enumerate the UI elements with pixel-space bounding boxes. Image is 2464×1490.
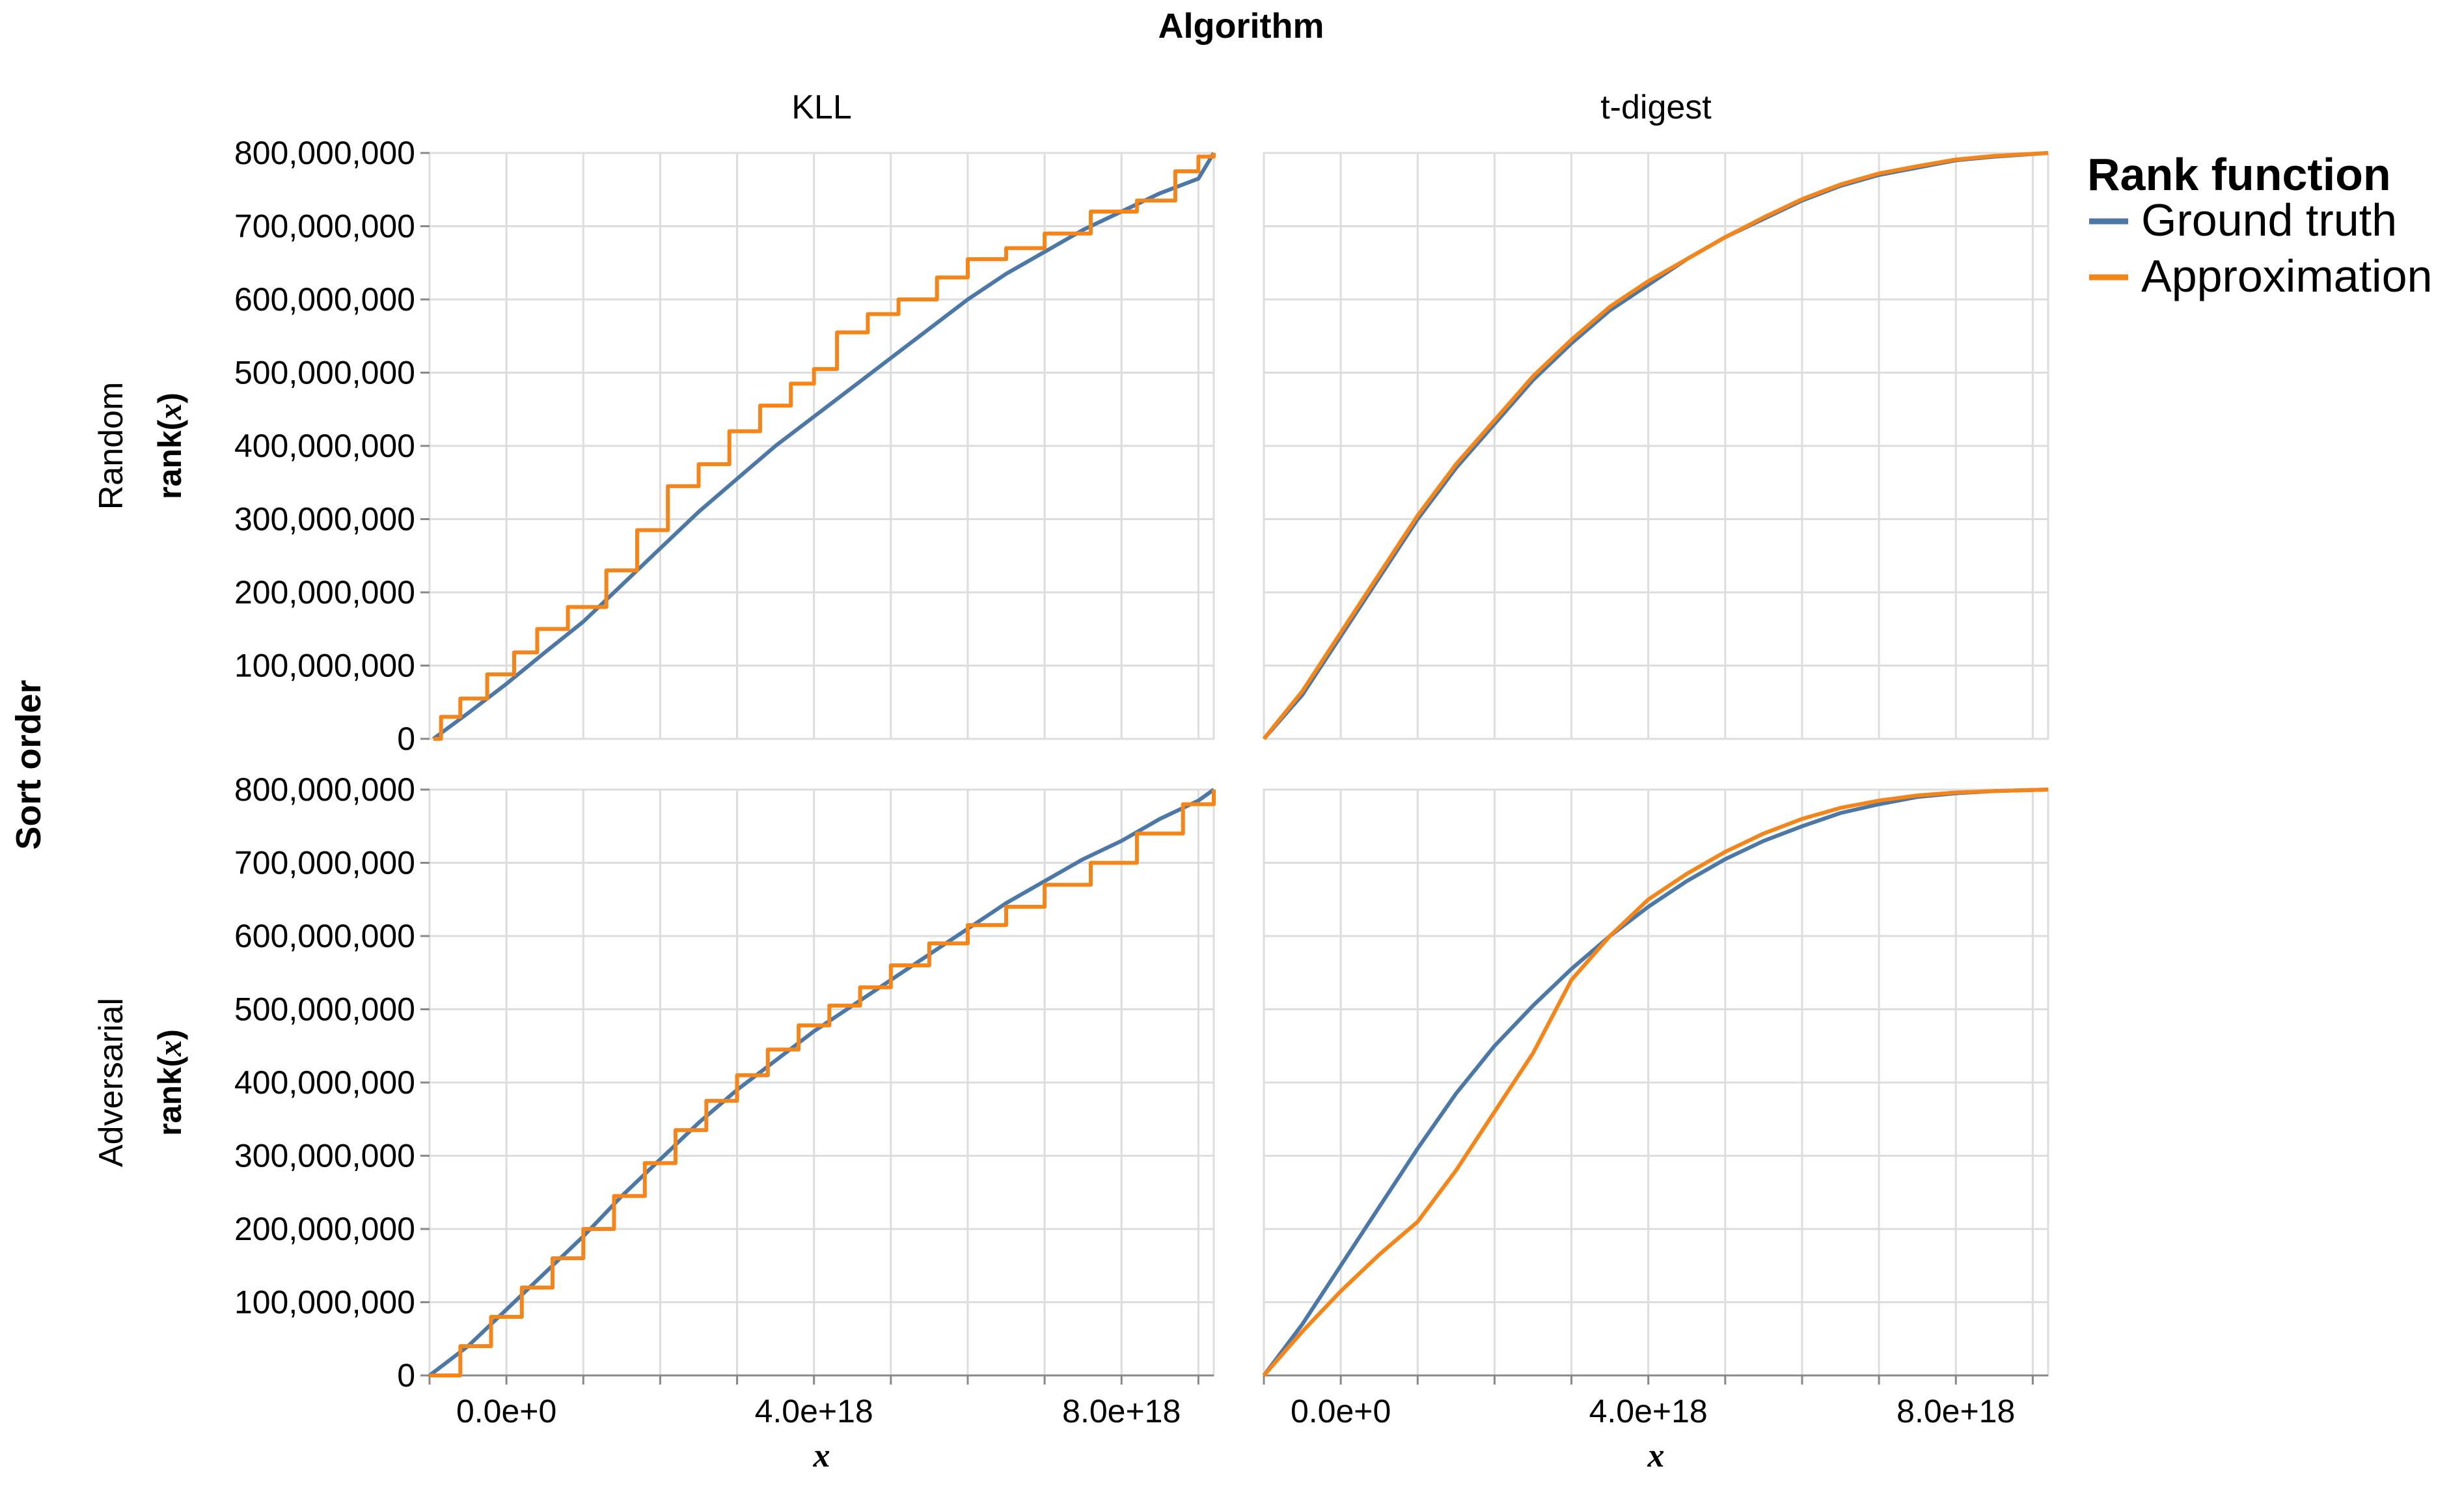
- facet-panels: KLL t-digest Random rank(x) Adversarial rank(…: [92, 89, 2049, 1474]
- x-axis-title: x: [813, 1437, 830, 1474]
- y-tick-label: 400,000,000: [234, 1064, 415, 1101]
- ground-truth-line: [428, 788, 1215, 1377]
- facet-panel: [1262, 151, 2049, 740]
- y-tick-label: 700,000,000: [234, 845, 415, 881]
- approximation-line: [1262, 788, 2049, 1377]
- y-tick-label: 400,000,000: [234, 428, 415, 464]
- y-tick-label: 100,000,000: [234, 648, 415, 684]
- legend-label: Approximation: [2141, 251, 2432, 301]
- facet-panel: 0 100,000,000 200,000,000 300,000,000 400,00…: [234, 771, 1216, 1474]
- facet-row-title: Adversarial: [92, 998, 130, 1167]
- legend: Rank function Ground truth Approximation: [2087, 149, 2432, 301]
- x-tick-label: 0.0e+0: [456, 1393, 556, 1429]
- x-tick-label: 8.0e+18: [1896, 1393, 2015, 1429]
- y-tick-label: 300,000,000: [234, 1138, 415, 1174]
- ground-truth-line: [1262, 788, 2049, 1377]
- y-tick-label: 800,000,000: [234, 135, 415, 171]
- x-tick-label: 8.0e+18: [1062, 1393, 1181, 1429]
- x-tick-label: 0.0e+0: [1291, 1393, 1391, 1429]
- facet-row-title: Random: [92, 382, 130, 510]
- y-tick-label: 0: [397, 721, 415, 757]
- facet-column-title: t-digest: [1600, 89, 1712, 126]
- facet-column-title: KLL: [791, 89, 852, 126]
- y-tick-label: 600,000,000: [234, 918, 415, 954]
- y-axis-title: rank(x): [152, 1029, 188, 1136]
- column-header-title: Algorithm: [1158, 7, 1324, 46]
- facet-panel: 0 100,000,000 200,000,000 300,000,000 400,00…: [234, 135, 1216, 757]
- x-tick-label: 4.0e+18: [755, 1393, 873, 1429]
- y-tick-label: 0: [397, 1357, 415, 1394]
- legend-title: Rank function: [2087, 149, 2391, 200]
- y-tick-label: 100,000,000: [234, 1284, 415, 1321]
- y-axis-title: rank(x): [152, 393, 188, 499]
- facet-panel: 0.0e+0 4.0e+18 8.0e+18 x: [1262, 788, 2049, 1474]
- approximation-line: [1262, 151, 2049, 740]
- x-tick-label: 4.0e+18: [1589, 1393, 1708, 1429]
- ground-truth-line: [432, 152, 1216, 741]
- panel-frame: [1263, 152, 2049, 740]
- x-axis-title: x: [1647, 1437, 1665, 1474]
- y-tick-label: 500,000,000: [234, 991, 415, 1028]
- y-tick-label: 200,000,000: [234, 1211, 415, 1247]
- approximation-line: [433, 153, 1216, 741]
- row-header-title: Sort order: [9, 680, 48, 849]
- y-tick-label: 700,000,000: [234, 208, 415, 245]
- y-tick-label: 800,000,000: [234, 771, 415, 808]
- y-tick-label: 500,000,000: [234, 355, 415, 391]
- y-tick-label: 300,000,000: [234, 501, 415, 538]
- y-tick-label: 600,000,000: [234, 281, 415, 318]
- approximation-line: [430, 790, 1216, 1377]
- legend-label: Ground truth: [2141, 195, 2397, 245]
- y-tick-label: 200,000,000: [234, 574, 415, 611]
